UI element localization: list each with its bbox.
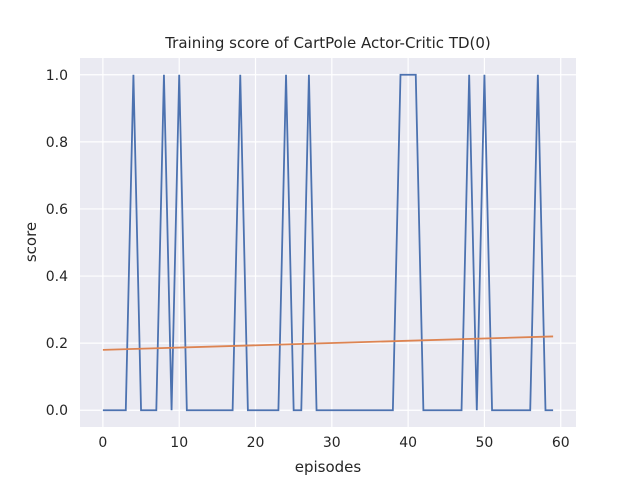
y-tick-label: 1.0 [46,68,68,84]
y-tick-label: 0.6 [46,202,68,218]
x-tick-label: 0 [98,435,107,451]
x-tick-label: 50 [476,435,494,451]
series-group [102,73,554,412]
chart-title: Training score of CartPole Actor-Critic … [164,34,491,52]
trend-series-line [102,335,554,351]
x-tick-label: 20 [247,435,265,451]
x-tick-label: 40 [399,435,417,451]
score-series-line [102,73,554,412]
x-tick-label: 10 [170,435,188,451]
y-tick-label: 0.4 [46,269,68,285]
x-tick-label: 30 [323,435,341,451]
y-axis-label: score [22,222,40,262]
y-tick-label: 0.0 [46,403,68,419]
y-tick-label: 0.8 [46,135,68,151]
x-tick-label: 60 [552,435,570,451]
y-tick-label: 0.2 [46,336,68,352]
plot-background [80,58,576,427]
x-axis-label: episodes [295,458,362,476]
ticks-group: 0 10 20 30 40 50 60 0.0 0.2 0.4 0.6 0.8 1.0 [46,68,570,451]
